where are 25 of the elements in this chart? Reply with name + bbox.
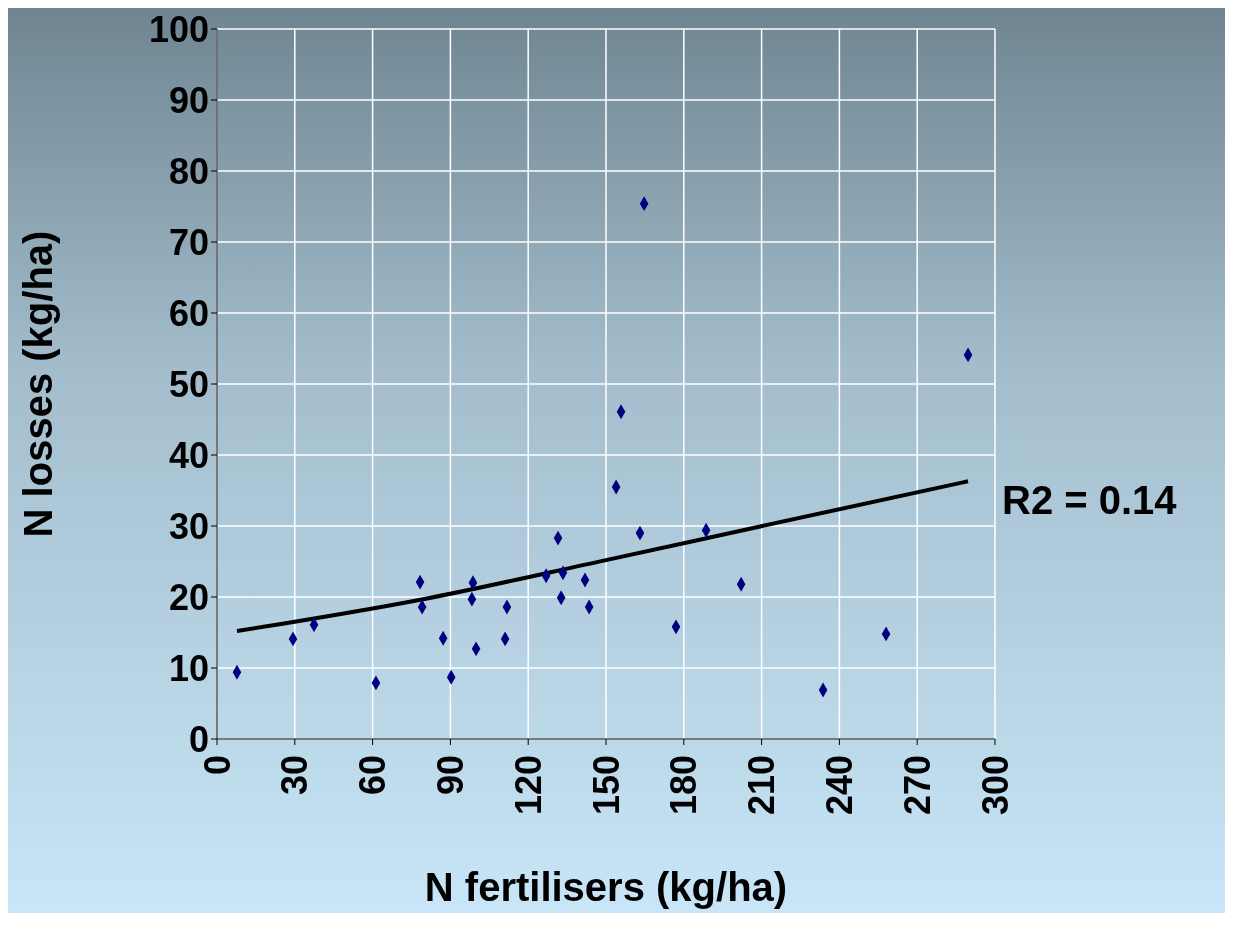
x-tick-label: 120 [507,755,549,816]
text: R2 = 0.14 [1002,478,1177,523]
y-tick-label: 10 [168,647,209,689]
y-tick-label: 40 [168,434,209,476]
x-tick-label: 270 [896,755,938,816]
x-tick-label: 240 [818,755,860,816]
y-tick-label: 100 [148,8,209,50]
x-tick-label: 300 [974,755,1016,816]
y-tick-label: 50 [168,363,209,405]
y-tick-label: 60 [168,292,209,334]
y-tick-label: 80 [168,150,209,192]
line-series [234,479,971,634]
y-tick-label: 70 [168,221,209,263]
x-tick-label: 180 [663,755,705,816]
x-tick-label: 210 [741,755,783,816]
y-tick-label: 30 [168,505,209,547]
x-tick-label: 90 [429,755,471,796]
x-tick-label: 60 [352,755,394,796]
y-tick-label: 90 [168,79,209,121]
y-axis-title: N losses (kg/ha) [16,230,61,538]
x-axis-title: N fertilisers (kg/ha) [424,865,788,909]
x-tick-label: 30 [274,755,316,796]
x-tick-label: 150 [585,755,627,816]
y-tick-label: 20 [168,576,209,618]
x-tick-label: 0 [196,755,238,776]
